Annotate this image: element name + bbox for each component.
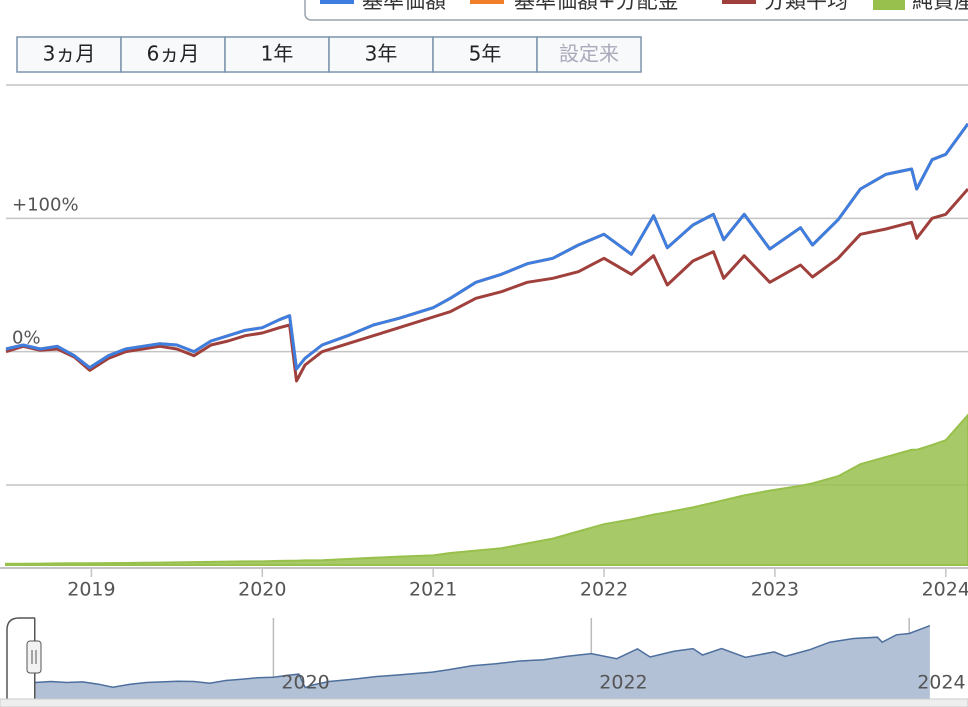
legend-label: 分類平均 — [764, 0, 848, 13]
x-tick-label: 2024 — [922, 579, 968, 601]
x-tick-label: 2023 — [751, 579, 799, 601]
range-button-label[interactable]: 1年 — [261, 42, 294, 66]
navigator-area — [35, 625, 930, 699]
x-tick-label: 2020 — [238, 579, 286, 601]
legend-swatch — [320, 0, 354, 4]
scrollbar[interactable] — [0, 698, 968, 707]
legend-box — [304, 0, 968, 21]
line — [5, 122, 968, 371]
navigator-tick-label: 2024 — [917, 672, 965, 694]
y-tick-label: +100% — [12, 194, 79, 215]
navigator-line — [34, 624, 931, 689]
range-button — [536, 36, 642, 73]
range-button[interactable] — [328, 36, 434, 73]
range-button-label[interactable]: 6ヵ月 — [147, 42, 200, 66]
range-button-label[interactable]: 3年 — [365, 42, 398, 66]
legend-label: 純資産 — [912, 0, 968, 13]
navigator-frame — [6, 617, 35, 707]
range-button-label: 設定来 — [559, 42, 619, 66]
range-button-label[interactable]: 5年 — [469, 42, 502, 66]
legend-swatch — [470, 0, 504, 4]
range-button[interactable] — [16, 36, 122, 73]
navigator-tick-label: 2020 — [281, 672, 329, 694]
legend-swatch — [873, 0, 905, 10]
x-tick-label: 2022 — [580, 579, 628, 601]
range-button[interactable] — [224, 36, 330, 73]
legend-swatch — [722, 0, 756, 4]
range-button-label[interactable]: 3ヵ月 — [43, 42, 96, 66]
navigator-handle[interactable] — [26, 640, 42, 674]
line — [5, 122, 968, 371]
y-tick-label: 0% — [12, 328, 41, 349]
legend-label: 基準価額 — [362, 0, 446, 13]
navigator-tick-label: 2022 — [599, 672, 647, 694]
x-tick-label: 2021 — [409, 579, 457, 601]
line — [5, 188, 968, 383]
area — [5, 413, 968, 566]
legend-label: 基準価額+分配金 — [514, 0, 679, 13]
x-tick-label: 2019 — [67, 579, 115, 601]
